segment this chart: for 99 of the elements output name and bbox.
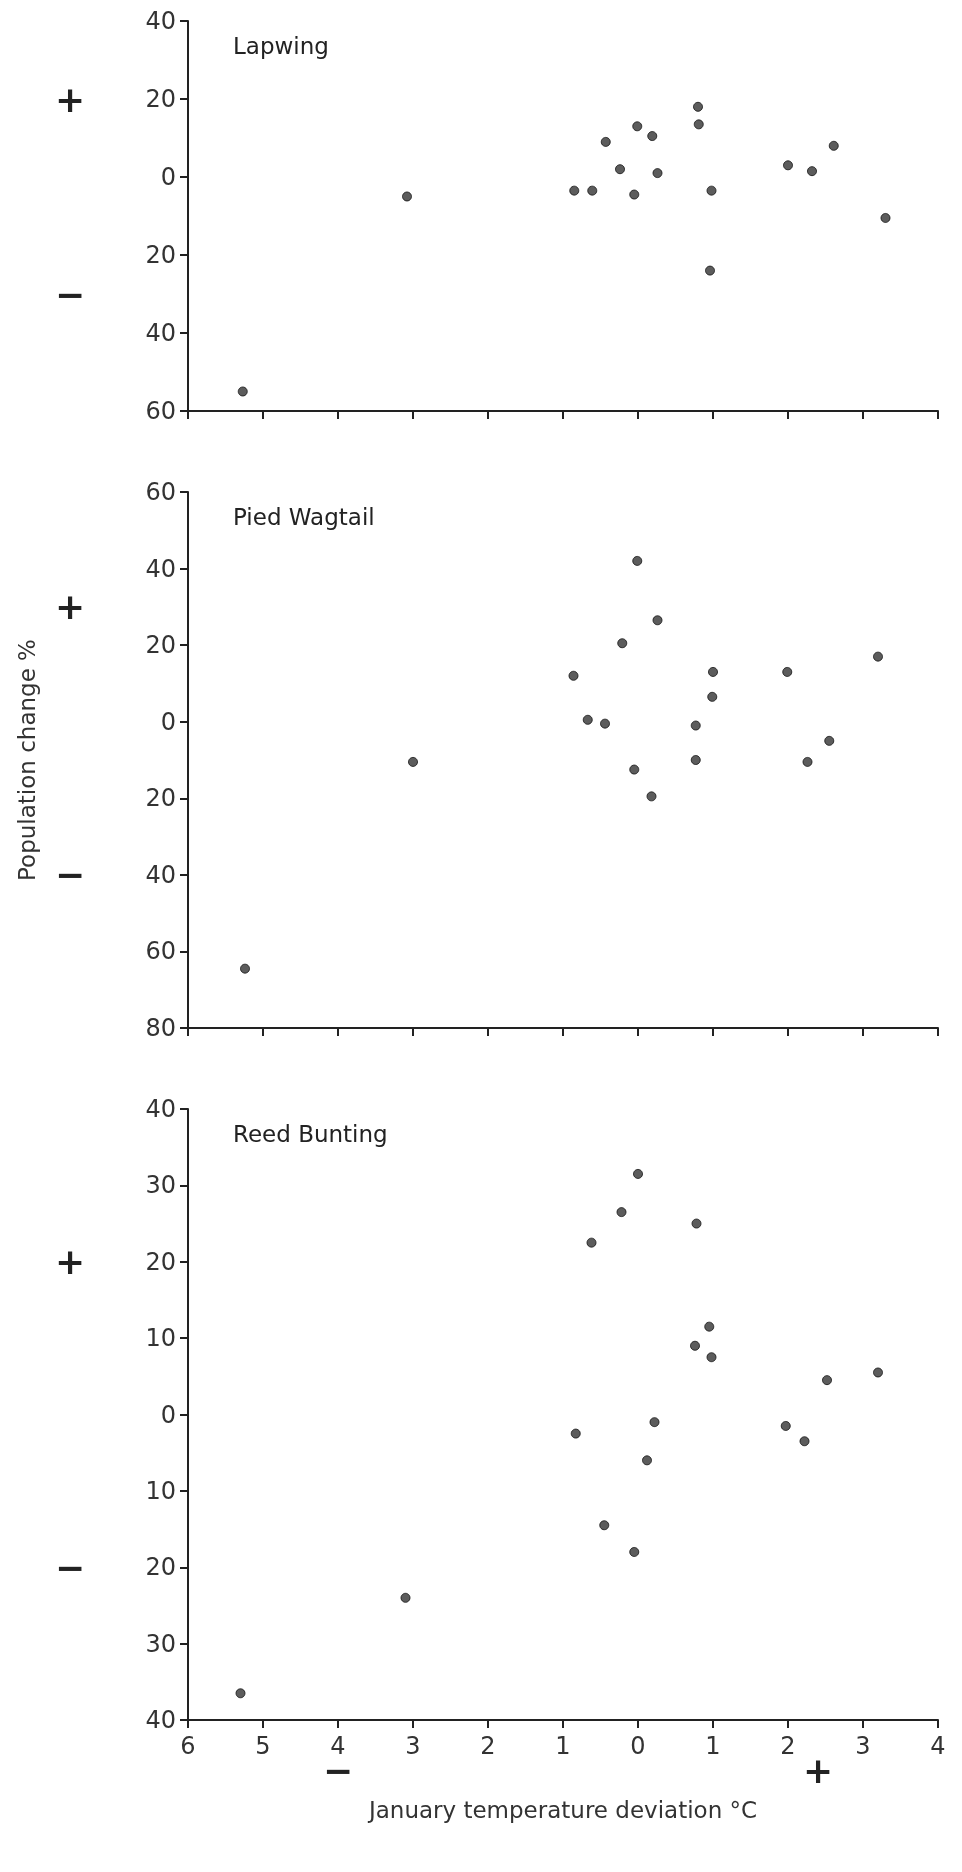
point: [822, 1375, 832, 1386]
point: [649, 1417, 660, 1428]
point: [240, 963, 250, 974]
point: [646, 791, 657, 802]
x-tick-label: 0: [630, 1732, 646, 1760]
point: [707, 691, 718, 702]
point: [402, 191, 412, 202]
point: [880, 212, 891, 223]
point: [632, 121, 643, 132]
point: [617, 638, 628, 649]
y-tick-label: 0: [160, 163, 176, 191]
y-tick-label: 30: [145, 1629, 176, 1658]
point: [633, 1168, 643, 1179]
point: [708, 666, 718, 677]
y-tick-label: 10: [145, 1324, 176, 1353]
y-tick-label: 60: [145, 478, 176, 506]
point: [807, 166, 817, 177]
text: Pied Wagtail: [233, 503, 375, 530]
text: +: [54, 1241, 86, 1283]
point: [582, 714, 593, 725]
y-tick-label: 60: [145, 937, 176, 966]
x-tick-label: 5: [255, 1732, 271, 1760]
point: [642, 1455, 652, 1466]
point: [629, 764, 640, 775]
y-tick-label: 20: [145, 1247, 176, 1276]
point: [235, 1688, 246, 1699]
point: [705, 265, 715, 276]
y-tick-label: 40: [145, 7, 176, 35]
x-tick-label: 1: [705, 1732, 721, 1760]
y-tick-label: 20: [145, 784, 176, 813]
x-tick-label: 3: [405, 1732, 421, 1760]
point: [632, 555, 643, 566]
x-tick-label: 6: [180, 1732, 196, 1760]
point: [780, 1420, 791, 1431]
point: [782, 666, 793, 677]
point: [599, 1520, 610, 1531]
point: [615, 164, 625, 175]
point: [400, 1592, 411, 1603]
point: [873, 1367, 883, 1378]
point: [237, 386, 248, 397]
point: [629, 189, 640, 200]
point: [706, 1352, 717, 1363]
point: [693, 119, 704, 130]
point: [587, 185, 598, 196]
y-tick-label: 20: [145, 631, 176, 660]
point: [783, 160, 793, 171]
text: −: [54, 1546, 86, 1588]
text: +: [54, 78, 86, 120]
text: −: [54, 273, 86, 315]
point: [704, 1321, 715, 1332]
point: [586, 1237, 597, 1248]
point: [570, 1428, 581, 1439]
point: [652, 168, 663, 179]
point: [691, 1218, 702, 1229]
point: [828, 140, 839, 151]
text: −: [54, 854, 86, 896]
y-tick-label: 40: [145, 1706, 176, 1734]
y-tick-label: 20: [145, 1553, 176, 1582]
text: Lapwing: [233, 32, 329, 59]
point: [569, 185, 580, 196]
point: [690, 1340, 700, 1351]
y-tick-label: 40: [145, 1095, 176, 1123]
point: [629, 1546, 640, 1557]
point: [690, 755, 701, 765]
x-tick-label: 2: [480, 1732, 496, 1760]
point: [600, 136, 611, 147]
point: [824, 735, 835, 746]
text: +: [54, 586, 86, 628]
y-tick-label: 40: [145, 860, 176, 889]
x-tick-label: 3: [855, 1732, 871, 1760]
text: Reed Bunting: [233, 1120, 388, 1147]
point: [690, 720, 701, 731]
y-tick-label: 40: [145, 319, 176, 347]
y-tick-label: 60: [145, 397, 176, 425]
point: [408, 756, 418, 767]
y-axis-title: Population change %: [13, 639, 40, 881]
y-tick-label: 0: [160, 707, 176, 736]
y-tick-label: 20: [145, 85, 176, 113]
y-tick-label: 10: [145, 1476, 176, 1505]
x-tick-label: 4: [930, 1732, 946, 1760]
point: [652, 615, 663, 626]
x-axis-title: January temperature deviation °C: [366, 1796, 758, 1823]
point: [647, 131, 658, 142]
x-tick-label: 1: [555, 1732, 571, 1760]
y-tick-label: 20: [145, 241, 176, 269]
point: [600, 718, 610, 729]
y-tick-label: 0: [160, 1400, 176, 1429]
text: +: [802, 1749, 834, 1791]
point: [568, 670, 579, 681]
point: [799, 1436, 810, 1447]
point: [616, 1207, 627, 1218]
y-tick-label: 30: [145, 1171, 176, 1200]
point: [873, 651, 883, 662]
x-tick-label: 2: [780, 1732, 796, 1760]
point: [693, 101, 703, 112]
y-tick-label: 40: [145, 554, 176, 583]
point: [802, 756, 813, 767]
y-tick-label: 80: [145, 1014, 176, 1042]
point: [706, 185, 717, 196]
